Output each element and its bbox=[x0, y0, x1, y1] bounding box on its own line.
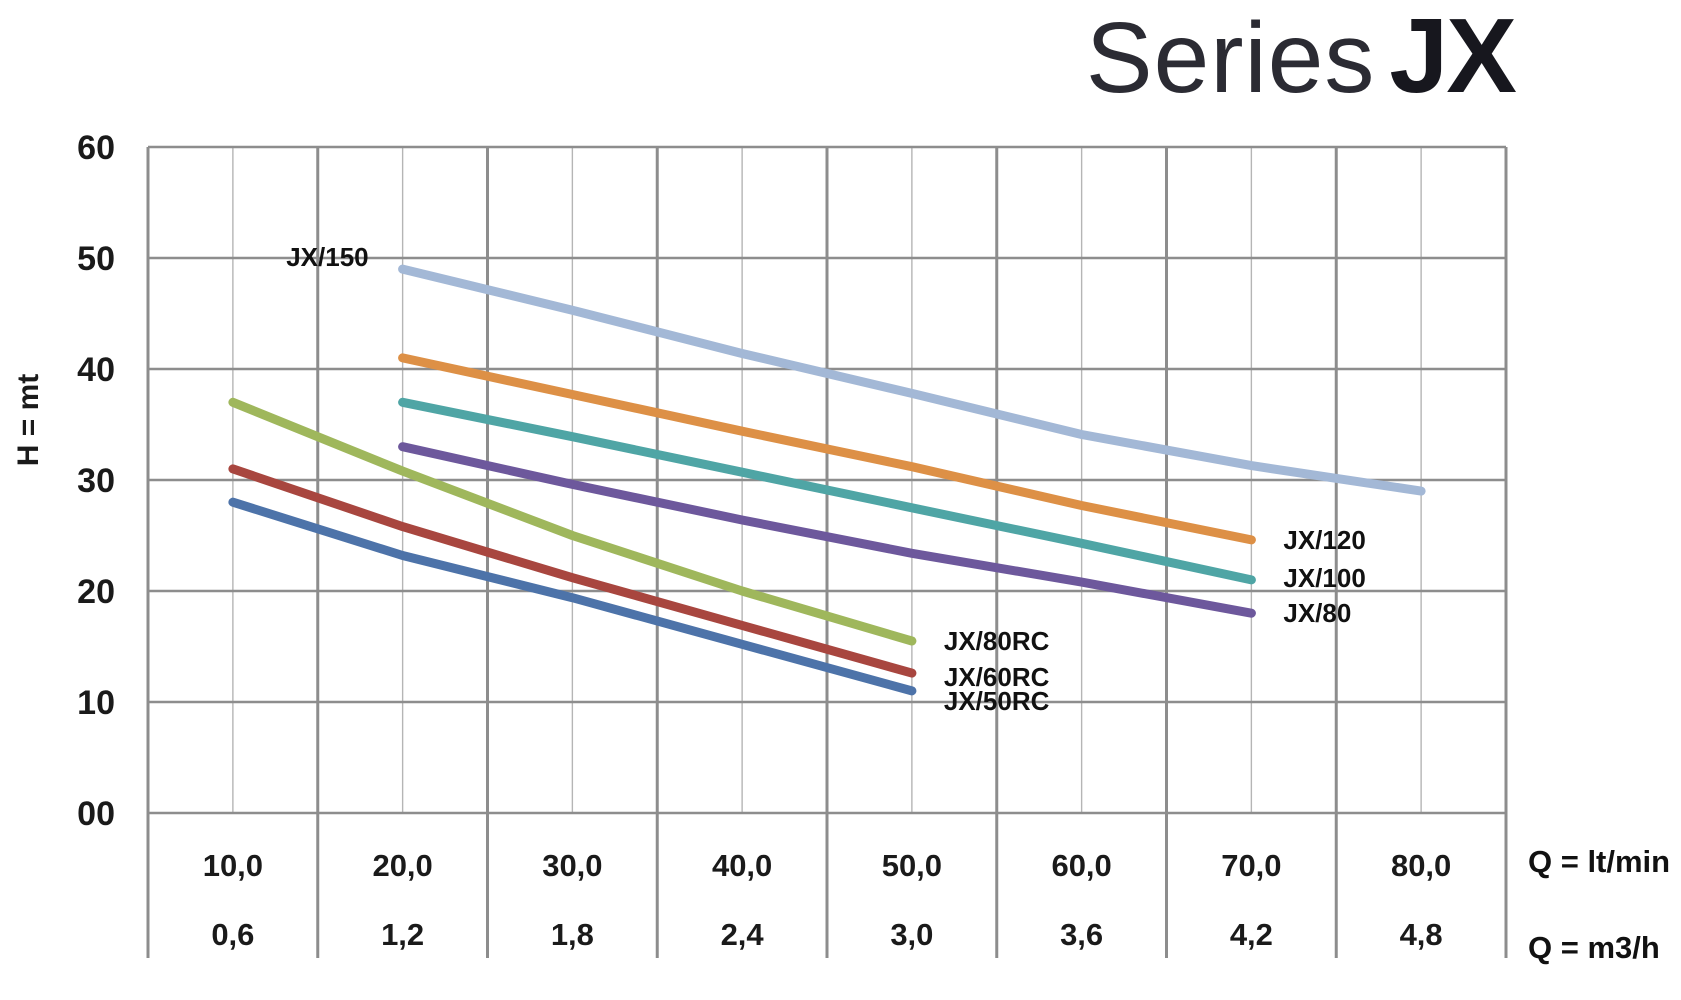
y-tick-label: 10 bbox=[77, 684, 115, 722]
x-tick-label-m3h: 2,4 bbox=[721, 917, 765, 952]
curve-jx-60rc bbox=[228, 464, 917, 678]
curve-jx-150 bbox=[398, 264, 1426, 496]
y-tick-label: 20 bbox=[77, 573, 115, 611]
curve-jx-100 bbox=[398, 397, 1256, 585]
y-tick-label: 40 bbox=[77, 351, 115, 389]
curve-jx-80rc bbox=[228, 397, 917, 646]
curve-label-jx-80: JX/80 bbox=[1283, 598, 1351, 628]
axis-tick-labels: 60 50 40 30 20 10 00 10,0 0,6 20,0 1,2 30,0 1,8 40,0 2… bbox=[77, 129, 1451, 952]
grid-lines bbox=[146, 145, 1508, 958]
x-tick-label-ltmin: 20,0 bbox=[372, 848, 432, 883]
x-tick-label-m3h: 3,6 bbox=[1060, 917, 1103, 952]
x-tick-label-ltmin: 80,0 bbox=[1391, 848, 1451, 883]
x-tick-label-ltmin: 30,0 bbox=[542, 848, 602, 883]
curve-jx-50rc bbox=[228, 497, 917, 696]
x-tick-label-ltmin: 40,0 bbox=[712, 848, 772, 883]
x-tick-label-ltmin: 60,0 bbox=[1051, 848, 1111, 883]
x-tick-label-ltmin: 70,0 bbox=[1221, 848, 1281, 883]
x-tick-label-m3h: 1,2 bbox=[381, 917, 424, 952]
y-tick-label: 30 bbox=[77, 462, 115, 500]
x-tick-label-m3h: 3,0 bbox=[890, 917, 933, 952]
y-axis-title: H = mt bbox=[12, 374, 45, 467]
x-tick-label-m3h: 1,8 bbox=[551, 917, 594, 952]
x-axis-unit-ltmin: Q = lt/min bbox=[1528, 844, 1670, 879]
title-series-text: Series bbox=[1085, 2, 1376, 114]
curve-label-jx-80rc: JX/80RC bbox=[944, 626, 1050, 656]
x-tick-label-m3h: 4,2 bbox=[1230, 917, 1273, 952]
curve-label-jx-100: JX/100 bbox=[1283, 563, 1365, 593]
y-tick-label: 60 bbox=[77, 129, 115, 167]
x-tick-label-ltmin: 50,0 bbox=[882, 848, 942, 883]
curve-jx-120 bbox=[398, 353, 1256, 545]
title-jx-text: JX bbox=[1389, 0, 1517, 115]
curve-label-jx-120: JX/120 bbox=[1283, 525, 1365, 555]
x-axis-unit-m3h: Q = m3/h bbox=[1528, 930, 1660, 965]
curve-jx-80 bbox=[398, 442, 1256, 618]
chart-title: Series JX bbox=[1085, 0, 1517, 115]
x-tick-label-m3h: 4,8 bbox=[1400, 917, 1443, 952]
curve-label-jx-50rc: JX/50RC bbox=[944, 686, 1050, 716]
y-tick-label: 00 bbox=[77, 795, 115, 833]
y-tick-label: 50 bbox=[77, 240, 115, 278]
curve-label-jx-150: JX/150 bbox=[286, 242, 368, 272]
pump-curves: JX/150 JX/120 JX/100 JX/80 JX/80RC JX/60RCJX/… bbox=[228, 242, 1426, 716]
x-tick-label-ltmin: 10,0 bbox=[203, 848, 263, 883]
curve-label-jx-60rc: JX/60RC bbox=[944, 662, 1050, 692]
x-tick-label-m3h: 0,6 bbox=[211, 917, 254, 952]
